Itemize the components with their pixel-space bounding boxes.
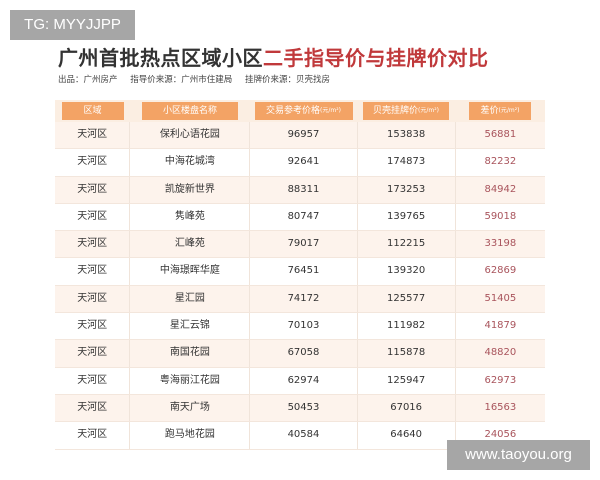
cell-name: 中海花城湾 bbox=[130, 149, 251, 176]
header-name: 小区楼盘名称 bbox=[142, 102, 238, 120]
cell-listing-price: 64640 bbox=[358, 422, 456, 449]
table-row: 天河区 汇峰苑 79017 112215 33198 bbox=[55, 231, 545, 259]
cell-listing-price: 67016 bbox=[358, 394, 456, 422]
table-header: 区域 小区楼盘名称 交易参考价格 (元/m²) 贝壳挂牌价 (元/m²) 差价 (元/… bbox=[55, 100, 545, 122]
table-row: 天河区 保利心语花园 96957 153838 56881 bbox=[55, 122, 545, 150]
cell-listing-price: 112215 bbox=[358, 231, 456, 258]
cell-name: 粤海丽江花园 bbox=[130, 367, 251, 394]
cell-reference-price: 40584 bbox=[250, 422, 358, 449]
cell-reference-price: 79017 bbox=[250, 231, 358, 258]
cell-reference-price: 80747 bbox=[250, 203, 358, 231]
cell-diff: 62869 bbox=[484, 265, 517, 277]
table-row: 天河区 跑马地花园 40584 64640 24056 bbox=[55, 422, 545, 450]
table-row: 天河区 星汇园 74172 125577 51405 bbox=[55, 285, 545, 314]
cell-district: 天河区 bbox=[55, 149, 131, 176]
subtitle: 出品：广州房产 指导价来源：广州市住建局 挂牌价来源：贝壳找房 bbox=[58, 73, 340, 85]
cell-name: 保利心语花园 bbox=[130, 122, 251, 149]
cell-reference-price: 50453 bbox=[250, 394, 358, 422]
watermark-site-label: www.taoyou.org bbox=[447, 440, 590, 470]
table-row: 天河区 隽峰苑 80747 139765 59018 bbox=[55, 203, 545, 232]
page-title: 广州首批热点区域小区二手指导价与挂牌价对比 bbox=[58, 42, 489, 71]
header-reference-price: 交易参考价格 (元/m²) bbox=[254, 102, 353, 120]
table-body: 天河区 保利心语花园 96957 153838 56881 天河区 中海花城湾 92641 17… bbox=[55, 122, 545, 450]
cell-listing-price: 139320 bbox=[358, 258, 456, 285]
cell-listing-price: 125947 bbox=[358, 367, 456, 394]
cell-listing-price: 174873 bbox=[358, 149, 456, 176]
cell-diff: 84942 bbox=[484, 183, 517, 195]
cell-diff: 48820 bbox=[484, 347, 517, 359]
cell-reference-price: 88311 bbox=[250, 176, 358, 203]
cell-district: 天河区 bbox=[55, 340, 131, 367]
table-row: 天河区 凯旋新世界 88311 173253 84942 bbox=[55, 176, 545, 204]
table-row: 天河区 星汇云锦 70103 111982 41879 bbox=[55, 313, 545, 341]
table-row: 天河区 南国花园 67058 115878 48820 bbox=[55, 340, 545, 368]
cell-district: 天河区 bbox=[55, 258, 131, 285]
cell-district: 天河区 bbox=[55, 231, 131, 258]
cell-name: 汇峰苑 bbox=[130, 231, 251, 258]
cell-reference-price: 92641 bbox=[250, 149, 358, 176]
price-table: 区域 小区楼盘名称 交易参考价格 (元/m²) 贝壳挂牌价 (元/m²) 差价 (元/… bbox=[55, 100, 545, 450]
cell-district: 天河区 bbox=[55, 203, 131, 231]
cell-diff: 56881 bbox=[484, 129, 517, 140]
cell-diff: 33198 bbox=[484, 238, 517, 250]
cell-diff: 59018 bbox=[484, 210, 517, 222]
cell-listing-price: 173253 bbox=[358, 176, 456, 203]
cell-district: 天河区 bbox=[55, 313, 131, 340]
cell-name: 隽峰苑 bbox=[130, 203, 251, 231]
cell-district: 天河区 bbox=[55, 285, 131, 313]
header-district: 区域 bbox=[61, 102, 124, 120]
cell-diff: 51405 bbox=[484, 292, 517, 304]
cell-listing-price: 111982 bbox=[358, 313, 456, 340]
title-highlight: 二手指导价与挂牌价对比 bbox=[263, 46, 489, 70]
header-diff: 差价 (元/m²) bbox=[469, 102, 531, 120]
table-row: 天河区 中海花城湾 92641 174873 82232 bbox=[55, 149, 545, 177]
cell-diff: 82232 bbox=[484, 156, 517, 168]
cell-listing-price: 153838 bbox=[358, 122, 456, 149]
cell-reference-price: 70103 bbox=[250, 313, 358, 340]
cell-name: 星汇园 bbox=[130, 285, 251, 313]
cell-reference-price: 76451 bbox=[250, 258, 358, 285]
cell-name: 南天广场 bbox=[130, 394, 251, 422]
table-row: 天河区 南天广场 50453 67016 16563 bbox=[55, 394, 545, 423]
cell-district: 天河区 bbox=[55, 367, 131, 394]
cell-reference-price: 74172 bbox=[250, 285, 358, 313]
cell-reference-price: 62974 bbox=[250, 367, 358, 394]
cell-district: 天河区 bbox=[55, 422, 131, 449]
watermark-tg-label: TG: MYYJJPP bbox=[10, 10, 135, 40]
cell-diff: 41879 bbox=[484, 320, 517, 332]
title-main: 广州首批热点区域小区 bbox=[58, 46, 263, 70]
producer-text: 出品：广州房产 bbox=[58, 75, 118, 85]
cell-reference-price: 67058 bbox=[250, 340, 358, 367]
table-row: 天河区 中海璟晖华庭 76451 139320 62869 bbox=[55, 258, 545, 286]
cell-name: 跑马地花园 bbox=[130, 422, 251, 449]
cell-listing-price: 125577 bbox=[358, 285, 456, 313]
cell-listing-price: 139765 bbox=[358, 203, 456, 231]
cell-name: 星汇云锦 bbox=[130, 313, 251, 340]
cell-diff: 16563 bbox=[484, 401, 517, 413]
header-listing-price: 贝壳挂牌价 (元/m²) bbox=[363, 102, 449, 120]
cell-name: 南国花园 bbox=[130, 340, 251, 367]
cell-district: 天河区 bbox=[55, 176, 131, 203]
cell-district: 天河区 bbox=[55, 394, 131, 422]
cell-listing-price: 115878 bbox=[358, 340, 456, 367]
cell-reference-price: 96957 bbox=[250, 122, 358, 149]
cell-name: 中海璟晖华庭 bbox=[130, 258, 251, 285]
cell-district: 天河区 bbox=[55, 122, 131, 149]
listing-source-text: 挂牌价来源：贝壳找房 bbox=[244, 75, 330, 85]
table-row: 天河区 粤海丽江花园 62974 125947 62973 bbox=[55, 367, 545, 395]
guide-source-text: 指导价来源：广州市住建局 bbox=[130, 75, 233, 85]
cell-diff: 62973 bbox=[484, 374, 517, 386]
cell-diff: 24056 bbox=[484, 429, 517, 441]
cell-name: 凯旋新世界 bbox=[130, 176, 251, 203]
